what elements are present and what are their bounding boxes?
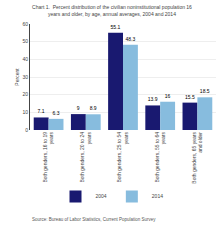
svg-text:15.5: 15.5 [185, 94, 195, 100]
svg-text:Chart 1. Percent distribution: Chart 1. Percent distribution of the civ… [32, 4, 192, 17]
svg-text:8.9: 8.9 [90, 105, 97, 111]
svg-text:55.1: 55.1 [111, 24, 121, 30]
svg-text:40: 40 [22, 56, 28, 62]
svg-text:16: 16 [165, 93, 171, 99]
svg-text:Both genders, 65 yearsand olde: Both genders, 65 yearsand older [191, 132, 204, 184]
svg-text:Percent: Percent [14, 68, 20, 86]
svg-text:48.3: 48.3 [125, 36, 135, 42]
svg-text:18.5: 18.5 [200, 88, 210, 94]
svg-text:6.3: 6.3 [52, 110, 59, 116]
svg-text:2014: 2014 [152, 193, 163, 199]
svg-text:7.1: 7.1 [38, 108, 45, 114]
svg-text:50: 50 [22, 38, 28, 44]
svg-text:13.9: 13.9 [148, 96, 158, 102]
svg-text:9: 9 [77, 105, 80, 111]
svg-text:Both genders, 16 to 19years: Both genders, 16 to 19years [42, 132, 55, 183]
svg-text:60: 60 [22, 21, 28, 27]
svg-text:0: 0 [25, 127, 28, 133]
svg-text:30: 30 [22, 74, 28, 80]
svg-text:Source: Bureau of Labor Statis: Source: Bureau of Labor Statistics, Curr… [32, 217, 156, 222]
svg-text:20: 20 [22, 91, 28, 97]
svg-text:Both genders, 20 to 24years: Both genders, 20 to 24years [79, 132, 92, 183]
svg-text:10: 10 [22, 109, 28, 115]
svg-text:Both genders, 55 to 64years: Both genders, 55 to 64years [154, 132, 167, 183]
svg-text:Both genders, 25 to 54years: Both genders, 25 to 54years [116, 132, 129, 183]
svg-text:2004: 2004 [96, 193, 107, 199]
